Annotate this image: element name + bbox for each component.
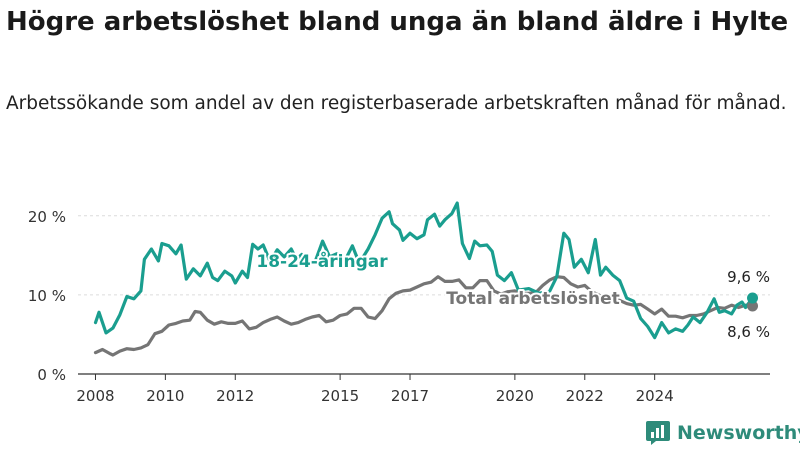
x-tick-label: 2020	[496, 387, 534, 405]
x-tick-label: 2017	[391, 387, 429, 405]
series-line-youth	[93, 201, 755, 340]
end-label-youth: 9,6 %	[727, 268, 770, 286]
end-label-total: 8,6 %	[727, 323, 770, 341]
end-point-youth	[747, 292, 759, 304]
series-label-total: Total arbetslöshet	[446, 289, 620, 309]
y-tick-label: 10 %	[28, 287, 66, 305]
x-tick-label: 2024	[636, 387, 674, 405]
end-point-total	[747, 300, 759, 312]
y-tick-label: 0 %	[37, 366, 66, 384]
x-tick-label: 2008	[76, 387, 114, 405]
chart-subtitle: Arbetssökande som andel av den registerb…	[6, 93, 787, 114]
x-tick-label: 2010	[146, 387, 184, 405]
newsworthy-logo: Newsworthy	[645, 420, 800, 446]
x-tick-label: 2022	[566, 387, 604, 405]
newsworthy-icon	[646, 421, 670, 445]
x-tick-label: 2015	[321, 387, 359, 405]
series-label-youth: 18-24-åringar	[256, 250, 388, 272]
y-tick-label: 20 %	[28, 208, 66, 226]
x-tick-label: 2012	[216, 387, 254, 405]
chart-title: Högre arbetslöshet bland unga än bland ä…	[6, 7, 789, 37]
series-line-total	[93, 275, 755, 357]
brand-name: Newsworthy	[677, 422, 800, 444]
